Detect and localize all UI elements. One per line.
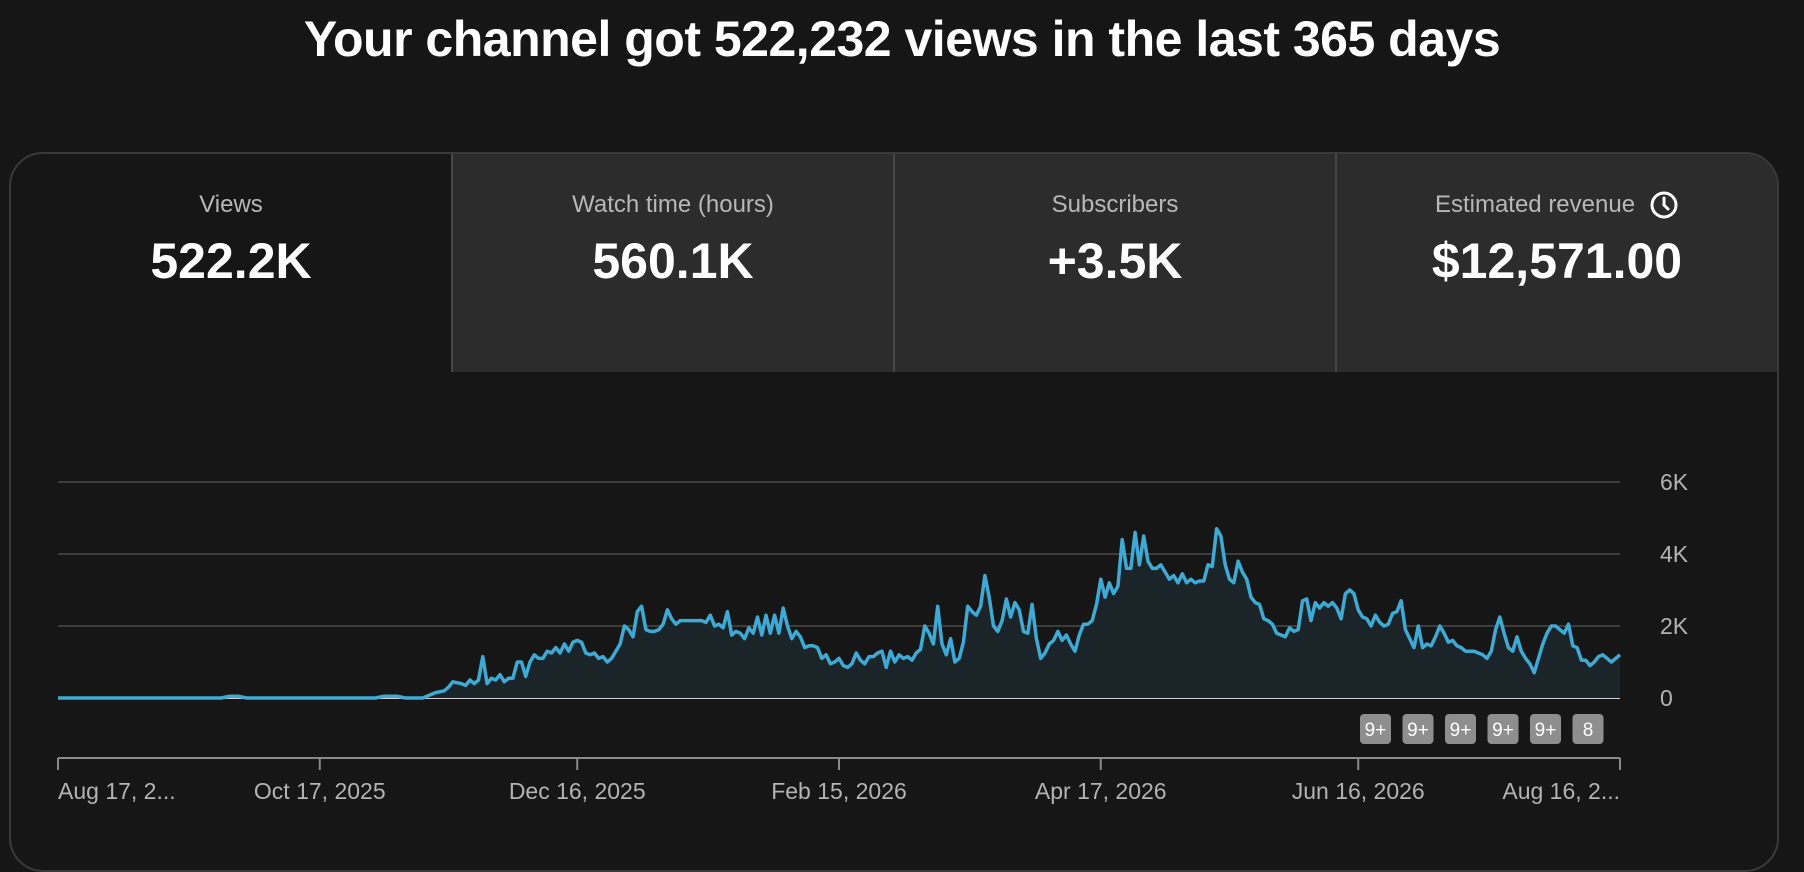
y-tick-label: 4K xyxy=(1660,541,1689,567)
tab-label-row: Estimated revenue xyxy=(1337,190,1777,220)
x-tick-label: Feb 15, 2026 xyxy=(771,778,907,804)
tab-value: +3.5K xyxy=(1047,233,1183,289)
event-marker-label: 9+ xyxy=(1492,720,1514,741)
tab-views[interactable]: Views 522.2K xyxy=(11,154,451,372)
y-tick-label: 0 xyxy=(1660,685,1673,711)
x-tick-label: Dec 16, 2025 xyxy=(509,778,646,804)
tab-subscribers[interactable]: Subscribers +3.5K xyxy=(893,154,1335,372)
tab-label: Views xyxy=(199,191,263,218)
event-marker[interactable] xyxy=(1445,714,1476,744)
event-marker[interactable] xyxy=(1487,714,1519,744)
event-marker[interactable] xyxy=(1572,714,1604,744)
event-marker[interactable] xyxy=(1402,714,1434,744)
clock-icon[interactable] xyxy=(1649,190,1679,220)
metric-tabs: Views 522.2K Watch time (hours) 560.1K S… xyxy=(11,154,1777,372)
tab-estimated-revenue[interactable]: Estimated revenue $12,571.00 xyxy=(1335,154,1777,372)
y-tick-label: 6K xyxy=(1660,469,1689,495)
event-marker[interactable] xyxy=(1360,714,1391,744)
tab-value: 560.1K xyxy=(592,233,754,289)
tab-value: $12,571.00 xyxy=(1431,233,1683,289)
y-tick-label: 2K xyxy=(1660,613,1689,639)
analytics-card: Views 522.2K Watch time (hours) 560.1K S… xyxy=(9,152,1779,872)
event-marker-label: 9+ xyxy=(1365,720,1387,741)
views-chart: 0 2K 4K 6K 9+ 9+ 9+ 9+ 9+ 8 Aug 17, 2... Oct 17, 20… xyxy=(0,0,1804,844)
event-marker-label: 9+ xyxy=(1535,720,1557,741)
tab-label: Watch time (hours) xyxy=(572,191,774,218)
tab-label: Subscribers xyxy=(1051,191,1179,218)
x-tick-label: Jun 16, 2026 xyxy=(1292,778,1425,804)
views-chart-svg[interactable]: 0 2K 4K 6K 9+ 9+ 9+ 9+ 9+ 8 Aug 17, 2... Oct 17, 20… xyxy=(0,0,1804,844)
event-marker-label: 9+ xyxy=(1450,720,1472,741)
tab-value: 522.2K xyxy=(150,233,312,289)
x-tick-label: Aug 17, 2... xyxy=(58,778,176,804)
x-tick-label: Oct 17, 2025 xyxy=(254,778,386,804)
page-headline: Your channel got 522,232 views in the la… xyxy=(303,11,1501,67)
views-area xyxy=(58,528,1620,698)
tab-label: Estimated revenue xyxy=(1434,191,1636,218)
tab-watch-time[interactable]: Watch time (hours) 560.1K xyxy=(451,154,893,372)
event-marker-label: 9+ xyxy=(1407,720,1429,741)
event-marker-label: 8 xyxy=(1583,720,1594,741)
x-tick-label: Aug 16, 2... xyxy=(1502,778,1620,804)
event-marker[interactable] xyxy=(1530,714,1561,744)
x-tick-label: Apr 17, 2026 xyxy=(1035,778,1167,804)
views-line xyxy=(58,527,1622,700)
